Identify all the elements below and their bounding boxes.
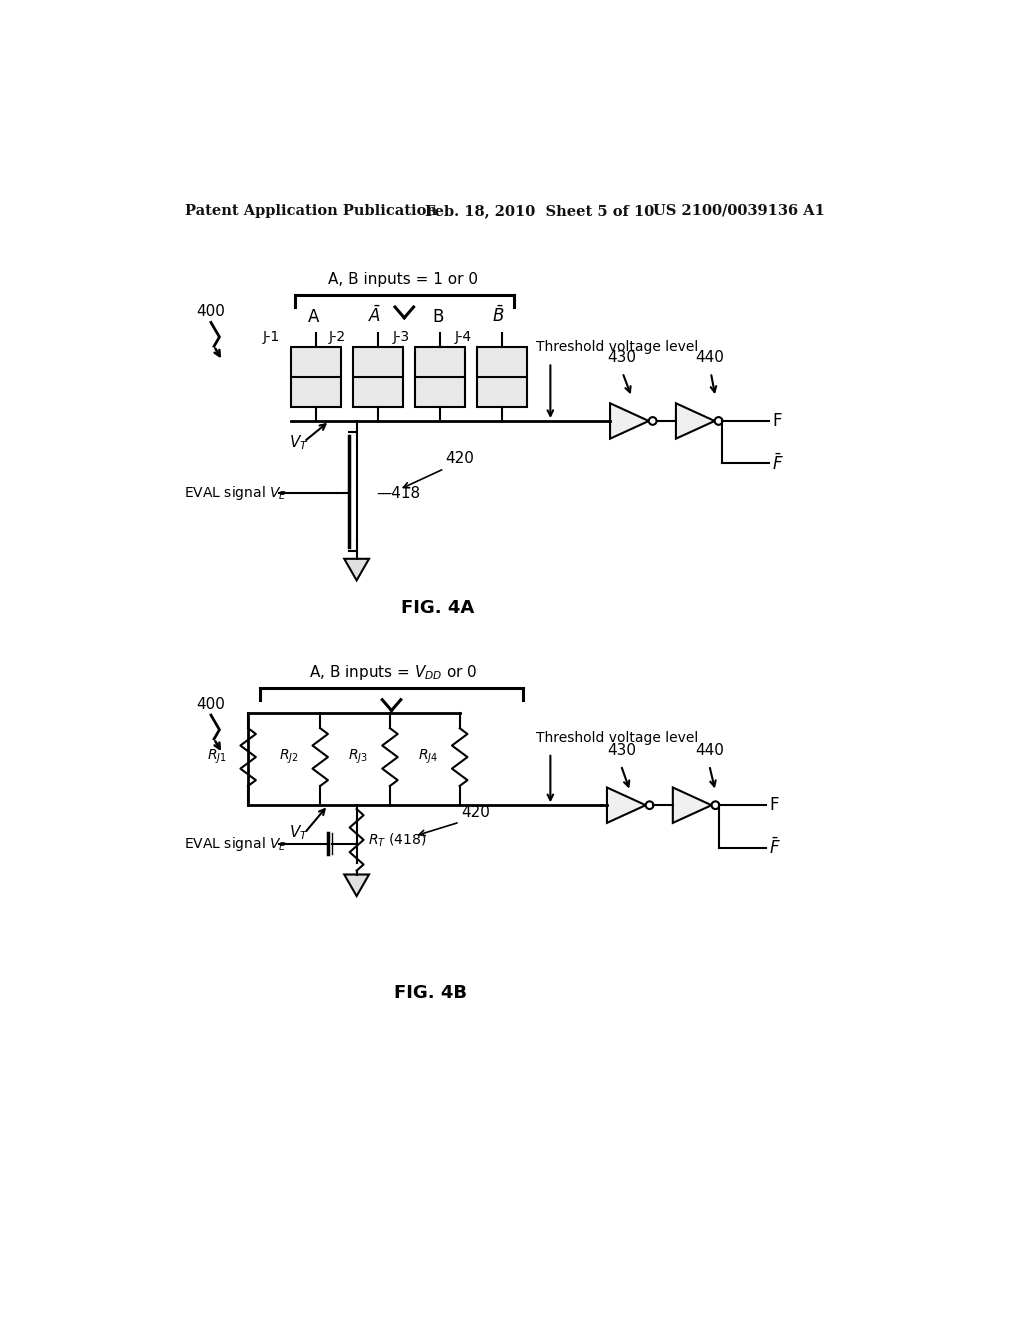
Bar (415, 347, 465, 407)
Text: 420: 420 (461, 805, 490, 820)
Text: $V_T$: $V_T$ (289, 824, 309, 842)
Text: J-1: J-1 (263, 330, 280, 345)
Text: $\bar{A}$: $\bar{A}$ (368, 306, 381, 326)
Bar (352, 347, 403, 407)
Text: $R_{J2}$: $R_{J2}$ (279, 748, 299, 766)
Text: A: A (308, 309, 319, 326)
Text: $\bar{F}$: $\bar{F}$ (769, 837, 780, 858)
Text: F: F (772, 412, 781, 430)
Text: J-3: J-3 (393, 330, 411, 345)
Text: $R_{J4}$: $R_{J4}$ (418, 748, 438, 766)
Text: Threshold voltage level: Threshold voltage level (537, 731, 698, 744)
Text: FIG. 4A: FIG. 4A (401, 599, 475, 616)
Bar (477, 347, 527, 407)
Circle shape (646, 801, 653, 809)
Text: A, B inputs = $V_{DD}$ or 0: A, B inputs = $V_{DD}$ or 0 (309, 663, 477, 681)
Text: 440: 440 (695, 743, 724, 758)
Bar (291, 347, 341, 407)
Circle shape (715, 417, 722, 425)
Text: EVAL signal $V_E$: EVAL signal $V_E$ (183, 484, 287, 503)
Text: J-4: J-4 (455, 330, 472, 345)
Circle shape (712, 801, 719, 809)
Text: $\bar{F}$: $\bar{F}$ (772, 453, 783, 474)
Text: 400: 400 (197, 697, 225, 711)
Polygon shape (607, 788, 646, 822)
Text: 430: 430 (607, 350, 636, 366)
Text: Patent Application Publication: Patent Application Publication (184, 203, 436, 218)
Text: $R_{J3}$: $R_{J3}$ (348, 748, 369, 766)
Polygon shape (344, 558, 369, 581)
Polygon shape (676, 404, 715, 438)
Text: 440: 440 (695, 350, 724, 366)
Text: 400: 400 (197, 304, 225, 319)
Text: J-2: J-2 (329, 330, 346, 345)
Text: Feb. 18, 2010  Sheet 5 of 10: Feb. 18, 2010 Sheet 5 of 10 (425, 203, 654, 218)
Polygon shape (673, 788, 712, 822)
Text: 420: 420 (445, 450, 475, 466)
Text: B: B (432, 309, 443, 326)
Text: EVAL signal $V_E$: EVAL signal $V_E$ (183, 834, 287, 853)
Text: $R_T$ (418): $R_T$ (418) (369, 832, 427, 849)
Circle shape (649, 417, 656, 425)
Text: Threshold voltage level: Threshold voltage level (537, 341, 698, 354)
Text: $V_T$: $V_T$ (289, 433, 309, 451)
Text: F: F (769, 796, 778, 814)
Text: $R_{J1}$: $R_{J1}$ (207, 748, 226, 766)
Text: —418: —418 (376, 486, 420, 500)
Text: A, B inputs = 1 or 0: A, B inputs = 1 or 0 (328, 272, 478, 286)
Text: US 2100/0039136 A1: US 2100/0039136 A1 (653, 203, 825, 218)
Text: 430: 430 (607, 743, 636, 758)
Text: $\bar{B}$: $\bar{B}$ (493, 306, 505, 326)
Polygon shape (610, 404, 649, 438)
Text: FIG. 4B: FIG. 4B (394, 983, 467, 1002)
Polygon shape (344, 875, 369, 896)
